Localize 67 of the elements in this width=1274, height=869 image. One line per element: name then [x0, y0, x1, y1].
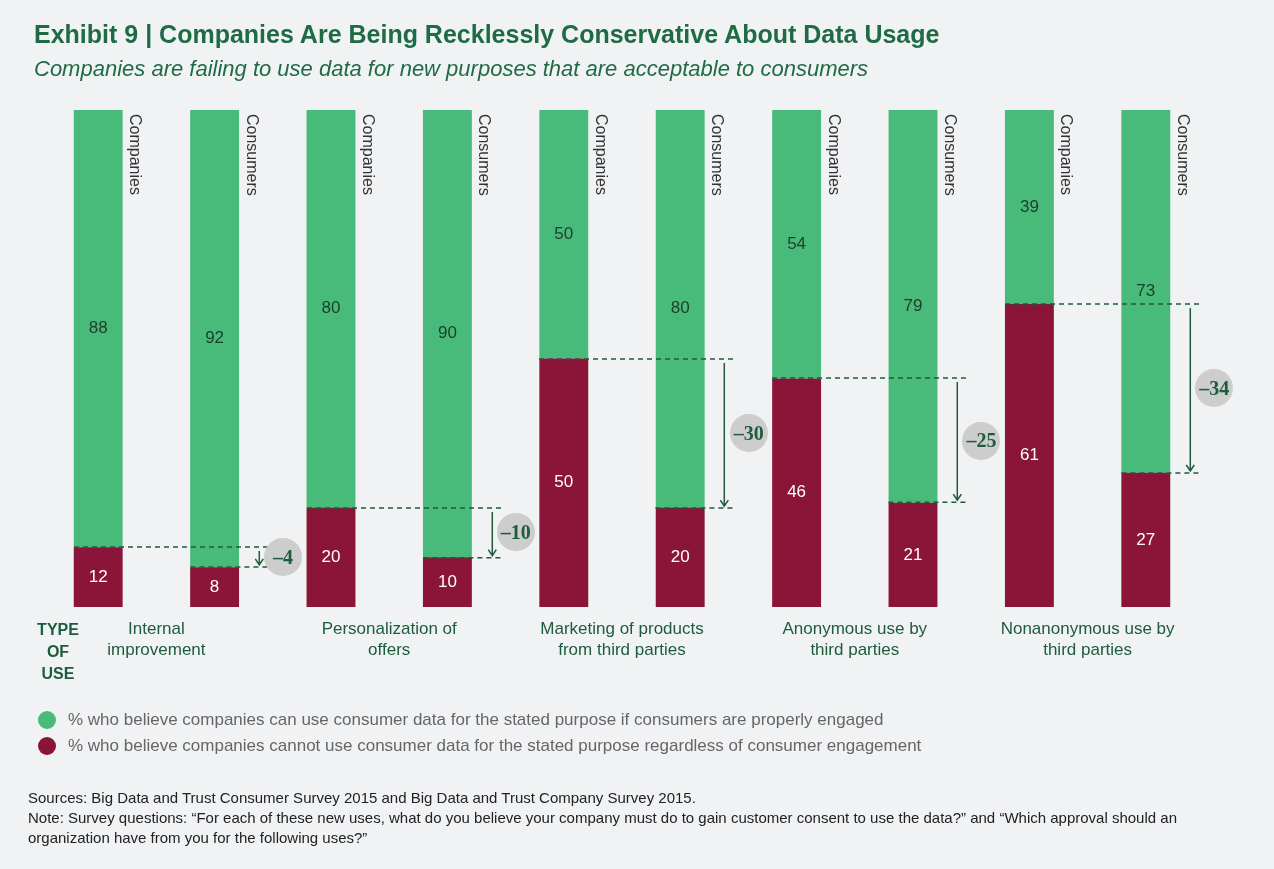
bar — [888, 502, 938, 607]
chart-title: Exhibit 9 | Companies Are Being Recklessly Conservative About Data Usage — [34, 20, 940, 49]
bar — [772, 378, 822, 607]
x-tick-label: Companies — [825, 114, 843, 195]
legend-label: % who believe companies cannot use consumer data for the stated purpose regardless of consumer engagement — [67, 736, 922, 756]
data-label: 73 — [1136, 281, 1156, 301]
bar — [190, 110, 240, 568]
bar — [1121, 472, 1171, 607]
data-label: 90 — [437, 323, 457, 343]
annotation: –25 — [962, 421, 1001, 460]
text: Marketing of products from third parties — [540, 619, 704, 660]
data-label: 20 — [321, 546, 341, 566]
data-label: 88 — [88, 318, 108, 338]
x-tick-label: Consumers — [942, 114, 960, 196]
text: Anonymous use by third parties — [782, 619, 928, 660]
bar — [1004, 303, 1054, 607]
data-label: 61 — [1019, 445, 1039, 465]
bar — [655, 110, 705, 508]
data-label: 54 — [787, 233, 807, 253]
x-tick-label: Consumers — [1174, 114, 1192, 196]
bar — [888, 110, 938, 503]
bar — [73, 110, 123, 548]
annotation: –34 — [1195, 369, 1234, 408]
data-label: 20 — [670, 546, 690, 566]
data-label: 10 — [437, 571, 457, 591]
text: Nonanonymous use by third parties — [1000, 619, 1176, 660]
data-label: 39 — [1019, 196, 1039, 216]
text: Personalization of offers — [321, 619, 458, 660]
text: Internal improvement — [107, 619, 206, 660]
bar — [190, 567, 240, 607]
x-tick-label: Companies — [360, 114, 378, 195]
legend-label: % who believe companies can use consumer data for the stated purpose if consumers are properly engaged — [67, 710, 885, 730]
bar — [422, 110, 472, 558]
x-tick-label: Companies — [127, 114, 145, 195]
data-label: 79 — [903, 296, 923, 315]
bar — [539, 358, 589, 607]
bar — [1004, 110, 1054, 304]
text: Note: Survey questions: “For each of these new uses, what do you believe your company must do to gain customer consent to use the data?” and “Which approval should an organization have from you for the following uses?” — [28, 808, 1178, 848]
data-label: 80 — [670, 298, 690, 318]
x-tick-label: Companies — [592, 114, 610, 195]
source-note: Sources: Big Data and Trust Consumer Survey 2015 and Big Data and Trust Company Survey 2015. — [28, 788, 697, 808]
bar — [306, 110, 356, 508]
data-label: 50 — [554, 472, 574, 492]
data-label: 50 — [554, 223, 574, 243]
bar — [73, 547, 123, 607]
data-label: 12 — [88, 566, 108, 586]
bar — [539, 110, 589, 359]
data-label: 92 — [205, 328, 225, 348]
data-label: 80 — [321, 298, 341, 318]
text: TYPE OF USE — [37, 621, 80, 683]
chart-subtitle: Companies are failing to use data for new purposes that are acceptable to consumers — [34, 56, 869, 82]
x-tick-label: Consumers — [476, 114, 494, 196]
data-label: 27 — [1136, 529, 1156, 549]
bar — [306, 507, 356, 607]
bar — [772, 110, 822, 379]
x-tick-label: Companies — [1058, 114, 1076, 195]
bar — [655, 507, 705, 607]
x-tick-label: Consumers — [709, 114, 727, 196]
data-label: 46 — [787, 482, 807, 502]
x-tick-label: Consumers — [243, 114, 261, 196]
bar — [422, 557, 472, 607]
annotation: –30 — [729, 414, 768, 453]
annotation: –10 — [496, 513, 535, 552]
annotation: –4 — [264, 538, 303, 577]
data-label: 8 — [209, 576, 220, 596]
bar — [1121, 110, 1171, 473]
data-label: 21 — [903, 544, 923, 564]
